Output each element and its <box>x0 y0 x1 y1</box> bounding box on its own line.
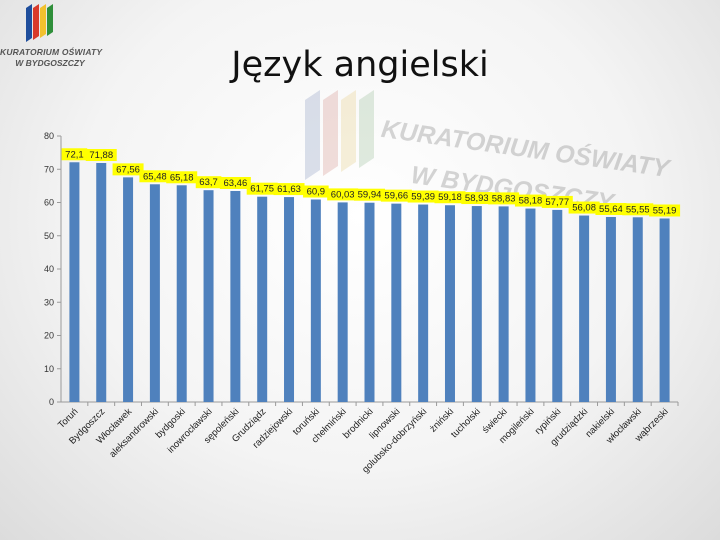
bar <box>579 215 590 402</box>
data-label: 59,39 <box>411 192 435 203</box>
bar <box>257 196 268 402</box>
category-label: tucholski <box>449 406 483 440</box>
data-label: 59,66 <box>384 191 408 202</box>
data-label-highlight <box>246 182 278 195</box>
data-label: 55,55 <box>626 204 650 215</box>
data-label-highlight <box>595 202 627 215</box>
data-label-highlight <box>568 201 600 214</box>
y-tick-label: 20 <box>44 331 54 341</box>
data-label-highlight <box>219 176 251 189</box>
data-label: 71,88 <box>89 150 113 161</box>
data-label: 61,63 <box>277 184 301 195</box>
bar <box>364 202 375 402</box>
data-label: 55,64 <box>599 204 623 215</box>
data-label: 65,48 <box>143 171 167 182</box>
data-label: 63,7 <box>199 177 218 188</box>
data-label-highlight <box>112 163 144 176</box>
logo-text-line1: KURATORIUM OŚWIATY <box>0 47 103 57</box>
data-label: 61,75 <box>250 184 274 195</box>
bar <box>418 204 429 402</box>
data-label-highlight <box>380 189 412 202</box>
bar <box>498 206 509 402</box>
data-label: 55,19 <box>653 205 677 216</box>
data-label: 58,83 <box>492 193 516 204</box>
bar <box>337 202 348 402</box>
data-label-highlight <box>407 190 439 203</box>
category-label: Toruń <box>56 406 81 431</box>
data-label-highlight <box>461 192 493 205</box>
data-label-highlight <box>139 170 171 183</box>
logo-stripe-green <box>47 4 53 36</box>
data-label-highlight <box>354 188 385 201</box>
logo-stripe-red <box>33 4 39 40</box>
y-tick-label: 30 <box>44 297 54 307</box>
bar <box>632 217 643 402</box>
data-label-highlight <box>166 171 198 184</box>
data-label-highlight <box>622 203 654 216</box>
bar <box>471 206 482 402</box>
data-label: 60,03 <box>331 189 355 200</box>
logo-stripe-blue <box>26 4 32 42</box>
bar <box>149 184 160 402</box>
data-label: 67,56 <box>116 164 140 175</box>
y-tick-label: 80 <box>44 131 54 141</box>
bar <box>391 203 402 402</box>
page-title: Język angielski <box>231 45 489 85</box>
data-label-highlight <box>85 148 117 161</box>
book-logo-icon <box>26 4 53 42</box>
data-label-highlight <box>61 148 88 161</box>
bar <box>284 197 295 402</box>
bar <box>659 218 670 402</box>
data-label-highlight <box>434 191 466 204</box>
data-label-highlight <box>327 188 359 201</box>
data-label: 58,93 <box>465 193 489 204</box>
data-label: 56,08 <box>572 203 596 214</box>
data-label: 65,18 <box>170 172 194 183</box>
bar <box>69 162 80 402</box>
data-label-highlight <box>488 192 520 205</box>
data-label-highlight <box>273 183 305 196</box>
bar <box>123 177 134 402</box>
bar <box>96 162 107 402</box>
data-label: 63,46 <box>223 178 247 189</box>
bar <box>525 208 536 402</box>
data-label-highlight <box>514 194 546 207</box>
bar <box>552 209 563 402</box>
data-label: 59,18 <box>438 192 462 203</box>
data-label: 60,9 <box>307 187 326 198</box>
data-label: 58,18 <box>519 196 543 207</box>
y-tick-label: 60 <box>44 198 54 208</box>
y-tick-label: 50 <box>44 231 54 241</box>
logo-stripe-yellow <box>40 4 46 38</box>
data-label-highlight <box>649 204 681 217</box>
data-label: 72,1 <box>65 149 84 160</box>
data-label-highlight <box>303 185 329 198</box>
bar <box>310 199 321 402</box>
data-label: 57,77 <box>545 197 569 208</box>
data-label-highlight <box>195 176 222 189</box>
logo-text-line2: W BYDGOSZCZY <box>15 58 85 68</box>
y-tick-label: 70 <box>44 164 54 174</box>
y-tick-label: 40 <box>44 264 54 274</box>
y-tick-label: 0 <box>49 397 54 407</box>
data-label-highlight <box>541 195 573 208</box>
data-label: 59,94 <box>358 190 382 201</box>
bar <box>176 185 187 402</box>
bar <box>605 216 616 402</box>
bar <box>203 190 214 402</box>
bar <box>444 205 455 402</box>
bar <box>230 190 241 402</box>
y-tick-label: 10 <box>44 364 54 374</box>
logo: KURATORIUM OŚWIATY W BYDGOSZCZY <box>0 0 103 80</box>
